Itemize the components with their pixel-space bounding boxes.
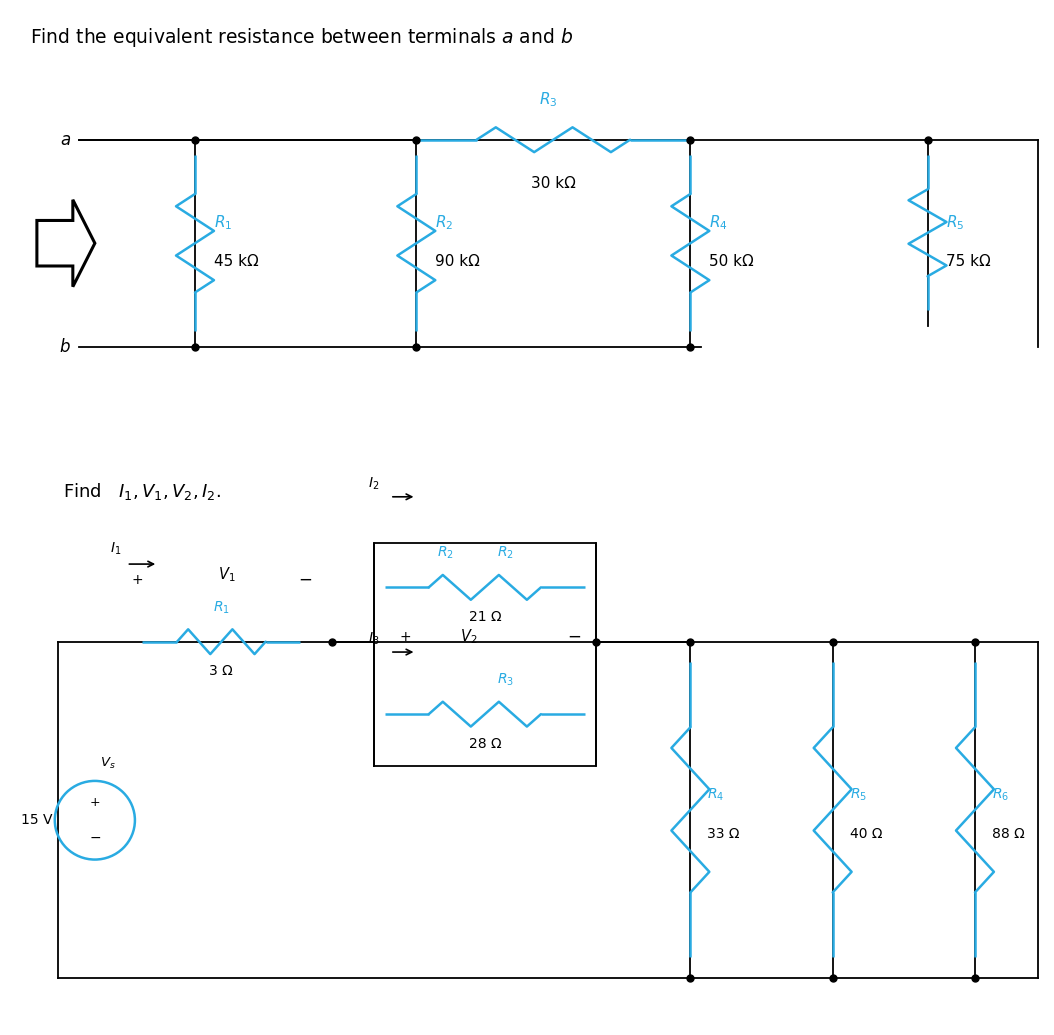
Text: $V_2$: $V_2$	[461, 627, 477, 646]
Text: $R_2$: $R_2$	[437, 545, 454, 561]
Text: −: −	[567, 627, 582, 646]
Text: $a$: $a$	[59, 130, 71, 149]
Text: 45 kΩ: 45 kΩ	[214, 255, 258, 269]
Text: 15 V: 15 V	[21, 814, 53, 827]
Text: 33 Ω: 33 Ω	[707, 827, 740, 840]
Text: Find the equivalent resistance between terminals $a$ and $b$: Find the equivalent resistance between t…	[30, 26, 572, 49]
Polygon shape	[37, 200, 95, 287]
Text: 21 Ω: 21 Ω	[469, 611, 501, 624]
Text: $b$: $b$	[59, 337, 71, 356]
Text: $R_1$: $R_1$	[213, 599, 230, 616]
Text: $R_4$: $R_4$	[709, 213, 728, 232]
Text: +: +	[131, 572, 143, 587]
Text: $R_5$: $R_5$	[946, 213, 964, 232]
Text: $R_2$: $R_2$	[435, 213, 453, 232]
Text: 75 kΩ: 75 kΩ	[946, 255, 991, 269]
Text: 50 kΩ: 50 kΩ	[709, 255, 754, 269]
Text: $I_2$: $I_2$	[368, 475, 379, 492]
Text: $R_1$: $R_1$	[214, 213, 232, 232]
Text: $R_6$: $R_6$	[992, 787, 1009, 802]
Text: 40 Ω: 40 Ω	[850, 827, 882, 840]
Text: $R_3$: $R_3$	[539, 90, 558, 109]
Text: $I_3$: $I_3$	[368, 630, 379, 647]
Text: −: −	[298, 570, 313, 589]
Text: +: +	[399, 629, 412, 644]
Text: 28 Ω: 28 Ω	[469, 737, 501, 751]
Text: −: −	[89, 831, 101, 845]
Text: $I_1$: $I_1$	[111, 540, 121, 557]
Text: +: +	[90, 796, 100, 809]
Text: 3 Ω: 3 Ω	[210, 664, 233, 679]
Text: 30 kΩ: 30 kΩ	[531, 176, 575, 190]
Text: Find   $I_1, V_1, V_2, I_2$.: Find $I_1, V_1, V_2, I_2$.	[63, 481, 221, 502]
Text: $R_5$: $R_5$	[850, 787, 866, 802]
Text: $V_1$: $V_1$	[218, 565, 235, 584]
Text: $R_3$: $R_3$	[497, 672, 514, 688]
Text: $R_2$: $R_2$	[497, 545, 514, 561]
Text: 90 kΩ: 90 kΩ	[435, 255, 481, 269]
Text: $V_s$: $V_s$	[100, 756, 116, 770]
Text: 88 Ω: 88 Ω	[992, 827, 1024, 840]
Text: $R_4$: $R_4$	[707, 787, 724, 802]
